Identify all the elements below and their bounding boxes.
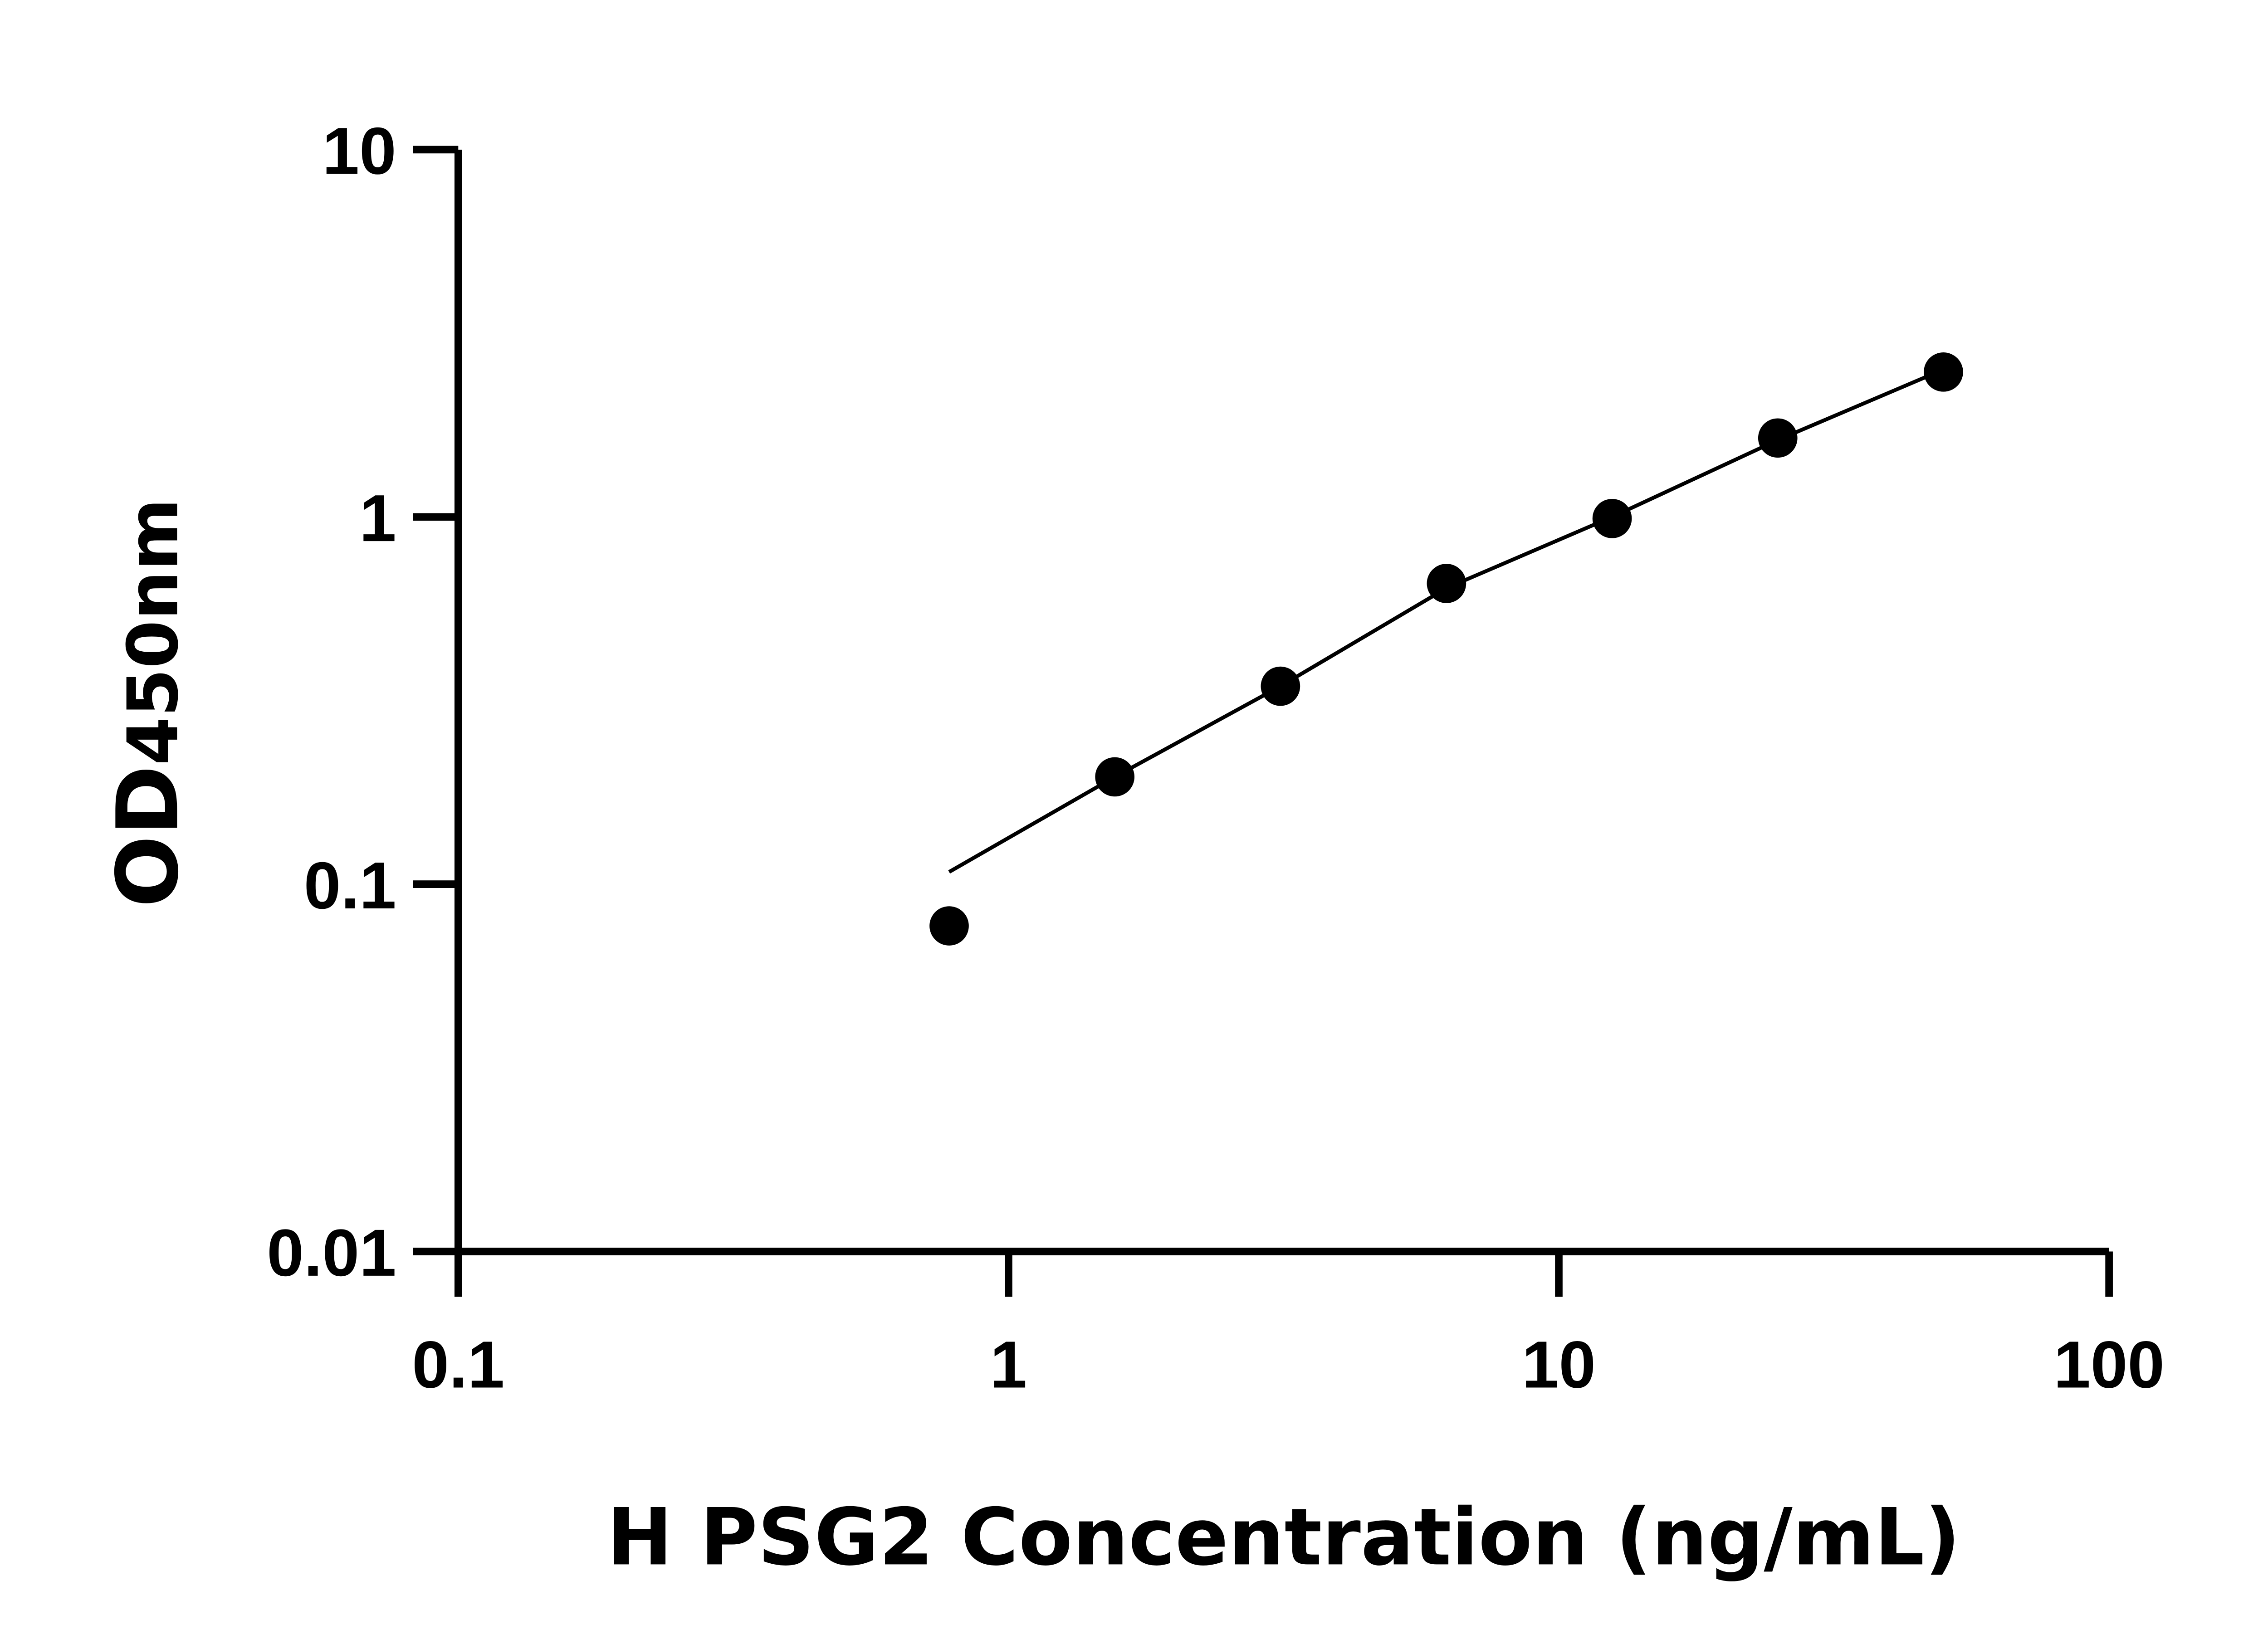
y-axis-label: OD450nm [99,498,197,907]
data-point [1924,352,1963,392]
y-tick-label: 0.1 [304,849,396,923]
axes [413,146,2113,1297]
data-point [1427,564,1466,603]
y-tick-label: 1 [359,481,396,556]
y-axis-label-main: OD [99,765,197,907]
data-point [1758,418,1798,458]
data-point [1592,499,1632,538]
x-tick-label: 0.1 [412,1327,504,1402]
data-points [929,352,1963,946]
y-axis-label-sub: 450nm [113,498,194,765]
x-tick-label: 10 [1522,1327,1596,1402]
y-tick-label: 0.01 [267,1216,396,1290]
x-tick-label: 100 [2053,1327,2165,1402]
x-axis-label: H PSG2 Concentration (ng/mL) [607,1491,1960,1583]
data-point [929,906,969,946]
y-tick-label: 10 [323,114,396,188]
data-point [1095,757,1135,797]
data-point [1261,666,1300,706]
x-tick-label: 1 [990,1327,1027,1402]
